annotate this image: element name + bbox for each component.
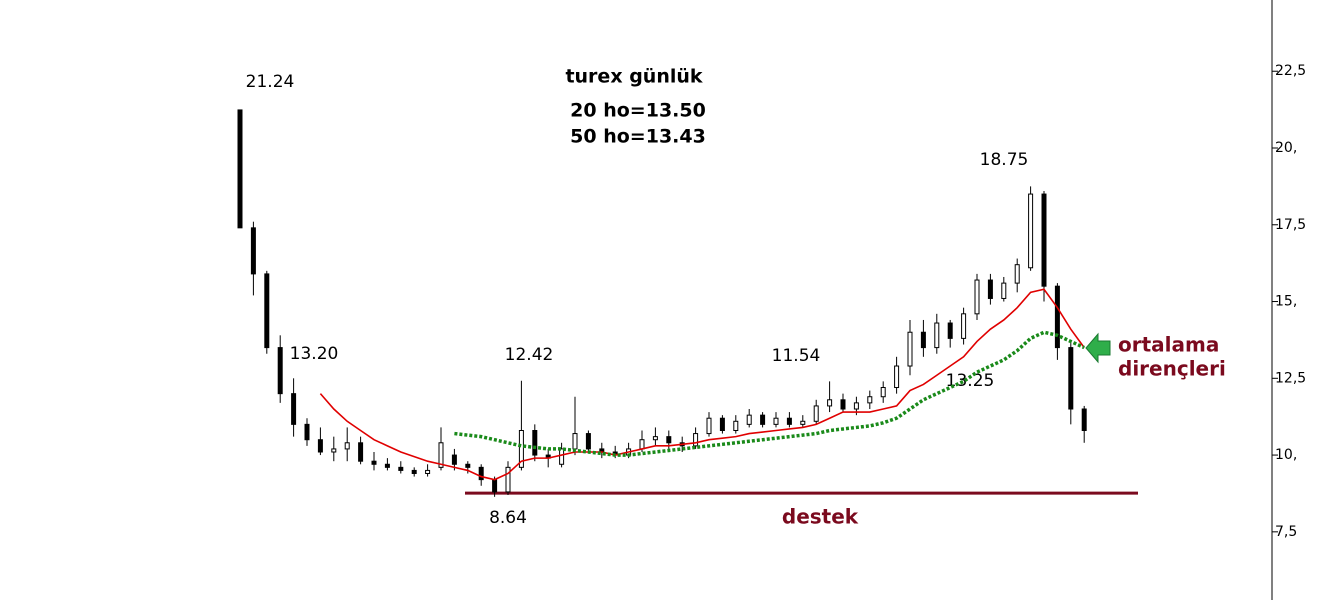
y-tick-label: 17,5 bbox=[1275, 217, 1306, 233]
candle-body bbox=[451, 454, 457, 465]
candle-body bbox=[693, 433, 699, 447]
candle-body bbox=[934, 322, 940, 349]
candle-body bbox=[505, 466, 511, 493]
candle-body bbox=[264, 273, 270, 349]
candle-body bbox=[384, 463, 390, 468]
candle-body bbox=[733, 420, 739, 432]
annotation: 8.64 bbox=[489, 508, 527, 528]
candle-body bbox=[947, 322, 953, 339]
candle-body bbox=[237, 109, 243, 229]
candle-body bbox=[1001, 282, 1007, 299]
candle-body bbox=[746, 414, 752, 425]
candle-body bbox=[813, 405, 819, 422]
candle-body bbox=[411, 469, 417, 474]
candle-body bbox=[438, 442, 444, 468]
candle-body bbox=[706, 417, 712, 435]
y-tick-label: 10, bbox=[1275, 447, 1297, 463]
candle-body bbox=[250, 227, 256, 275]
annotation: 21.24 bbox=[246, 72, 295, 92]
candle-body bbox=[987, 279, 993, 299]
subtitle: 50 ho=13.43 bbox=[570, 126, 706, 148]
annotation: destek bbox=[782, 505, 859, 529]
y-tick-label: 7,5 bbox=[1275, 524, 1297, 540]
candle-body bbox=[639, 439, 645, 450]
candle-body bbox=[894, 365, 900, 389]
candle-body bbox=[572, 433, 578, 450]
candle-body bbox=[344, 442, 350, 450]
candle-body bbox=[1068, 347, 1074, 410]
candle-body bbox=[853, 402, 859, 410]
subtitle: 20 ho=13.50 bbox=[570, 100, 706, 122]
annotation: dirençleri bbox=[1118, 357, 1226, 381]
candle-body bbox=[652, 436, 658, 441]
candle-body bbox=[907, 331, 913, 367]
candle-body bbox=[786, 417, 792, 425]
annotation: ortalama bbox=[1118, 333, 1219, 357]
y-tick-label: 22,5 bbox=[1275, 63, 1306, 79]
candle-body bbox=[827, 399, 833, 407]
candle-body bbox=[666, 436, 672, 444]
candle-body bbox=[425, 469, 431, 474]
candle-body bbox=[331, 448, 337, 453]
candle-body bbox=[559, 448, 565, 465]
candle-body bbox=[518, 430, 524, 468]
candle-body bbox=[719, 417, 725, 432]
candle-body bbox=[291, 393, 297, 425]
candle-body bbox=[800, 420, 806, 425]
candle-body bbox=[398, 466, 404, 471]
candle-body bbox=[920, 331, 926, 349]
candle-body bbox=[1041, 193, 1047, 287]
moving-average bbox=[454, 330, 1085, 457]
arrow bbox=[1085, 332, 1111, 364]
candle-body bbox=[304, 423, 310, 441]
candle-body bbox=[317, 439, 323, 453]
candle-body bbox=[532, 430, 538, 456]
candle-body bbox=[1028, 193, 1034, 269]
candle-body bbox=[465, 463, 471, 468]
candle-body bbox=[961, 313, 967, 339]
moving-average bbox=[319, 288, 1085, 481]
candle-body bbox=[974, 279, 980, 315]
chart-title: turex günlük bbox=[565, 66, 702, 88]
annotation: 18.75 bbox=[980, 150, 1029, 170]
y-tick-label: 20, bbox=[1275, 140, 1297, 156]
candle-body bbox=[760, 414, 766, 425]
candle-body bbox=[867, 396, 873, 404]
annotation: 13.20 bbox=[290, 344, 339, 364]
candle-body bbox=[492, 479, 498, 493]
candle-body bbox=[880, 387, 886, 398]
annotation: 12.42 bbox=[505, 345, 554, 365]
candle-body bbox=[358, 442, 364, 462]
candle-body bbox=[1014, 264, 1020, 284]
candle-body bbox=[277, 347, 283, 395]
candle-body bbox=[1054, 285, 1060, 349]
candle-body bbox=[478, 466, 484, 481]
candle-body bbox=[773, 417, 779, 425]
annotation: 13.25 bbox=[946, 371, 995, 391]
candle-body bbox=[585, 433, 591, 450]
annotation: 11.54 bbox=[772, 346, 821, 366]
y-tick-label: 15, bbox=[1275, 294, 1297, 310]
candle-body bbox=[371, 460, 377, 465]
candle-body bbox=[840, 399, 846, 410]
y-tick-label: 12,5 bbox=[1275, 370, 1306, 386]
candle-body bbox=[1081, 408, 1087, 432]
